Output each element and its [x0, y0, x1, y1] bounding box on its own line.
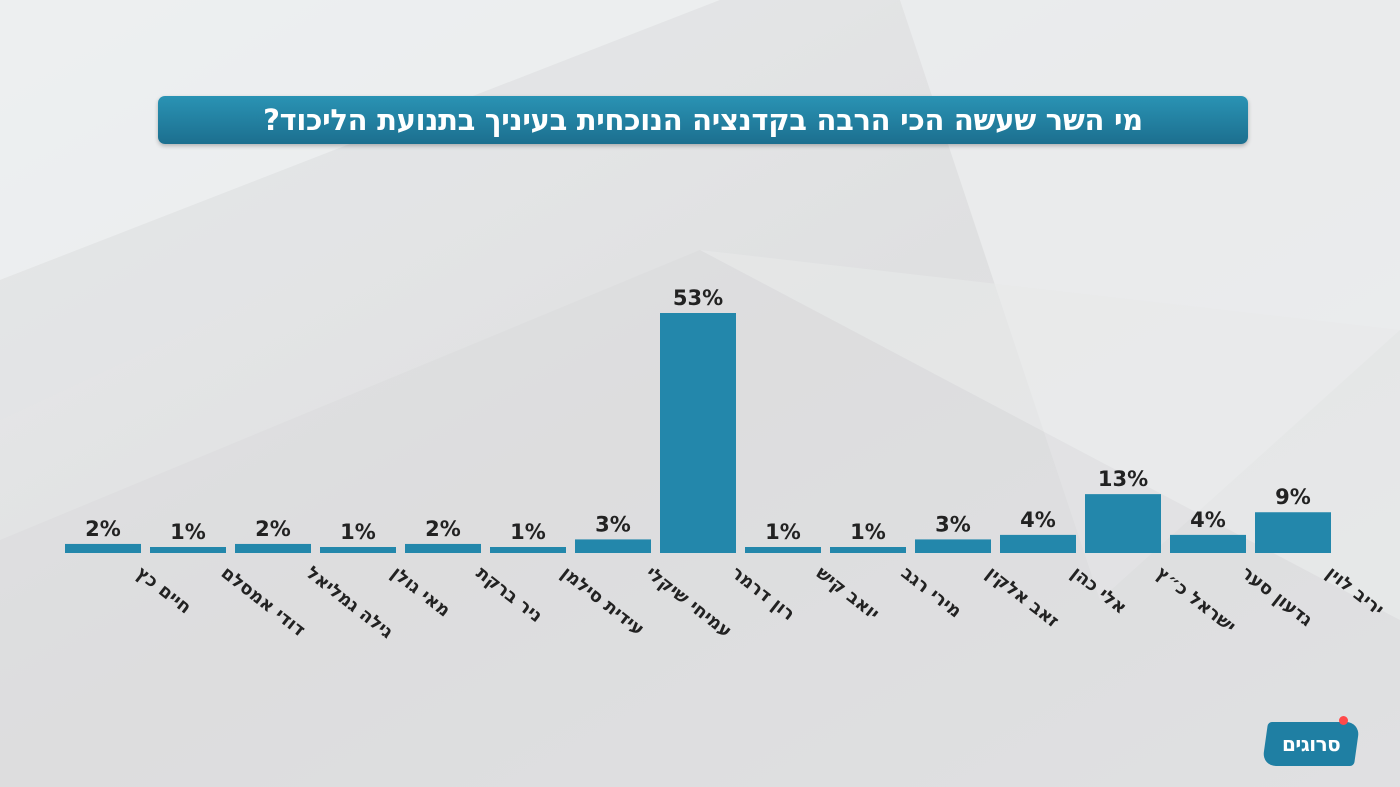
category-label: עידית סילמן — [557, 562, 648, 640]
bar — [1000, 534, 1076, 553]
value-label: 1% — [850, 520, 886, 544]
chart-title: מי השר שעשה הכי הרבה בקדנציה הנוכחית בעי… — [263, 103, 1143, 137]
value-labels-layer: 2% 1% 2% 1% 2% 1% 3% 53% 1% 1% 3% 4% 13% 4% 9% — [85, 286, 1311, 544]
bar — [235, 543, 311, 553]
bar — [320, 547, 396, 553]
value-label: 3% — [595, 512, 631, 536]
bar — [660, 313, 736, 553]
logo-dot-icon — [1339, 716, 1348, 725]
category-label: מירי רגב — [897, 562, 966, 622]
bars-layer — [65, 313, 1331, 553]
value-label: 1% — [170, 520, 206, 544]
value-label: 2% — [425, 517, 461, 541]
category-label: דודי אמסלם — [217, 562, 309, 641]
bar — [915, 539, 991, 553]
category-label: יריב לוין — [1322, 562, 1388, 620]
category-label: חיים כץ — [132, 562, 195, 618]
category-label: יואב קיש — [812, 562, 883, 624]
category-label: זאב אלקין — [982, 562, 1063, 632]
bar — [65, 543, 141, 553]
category-label: רון דרמר — [727, 562, 799, 625]
bar — [830, 547, 906, 553]
value-label: 1% — [510, 520, 546, 544]
value-label: 4% — [1190, 508, 1226, 532]
category-label: אלי כהן — [1067, 562, 1131, 618]
value-label: 13% — [1098, 467, 1148, 491]
bar — [575, 539, 651, 553]
value-label: 3% — [935, 512, 971, 536]
value-label: 9% — [1275, 485, 1311, 509]
category-label: ניר ברקת — [472, 562, 546, 627]
category-label: גדעון סער — [1237, 562, 1316, 630]
logo-text: סרוגים — [1281, 732, 1341, 756]
bar — [150, 547, 226, 553]
bar — [1255, 512, 1331, 553]
bar — [1085, 494, 1161, 553]
logo: סרוגים — [1261, 722, 1361, 766]
value-label: 2% — [85, 517, 121, 541]
bar — [1170, 534, 1246, 553]
title-banner: מי השר שעשה הכי הרבה בקדנציה הנוכחית בעי… — [158, 96, 1248, 144]
bar — [490, 547, 566, 553]
category-label: עמיחי שיקלי — [642, 562, 736, 642]
bar — [405, 543, 481, 553]
value-label: 4% — [1020, 508, 1056, 532]
category-label: ישראל כ״ץ — [1152, 562, 1240, 637]
category-label: מאי גולן — [387, 562, 454, 621]
value-label: 1% — [340, 520, 376, 544]
value-label: 2% — [255, 517, 291, 541]
category-label: גילה גמליאל — [302, 562, 397, 643]
value-label: 1% — [765, 520, 801, 544]
bar — [745, 547, 821, 553]
value-label: 53% — [673, 286, 723, 310]
